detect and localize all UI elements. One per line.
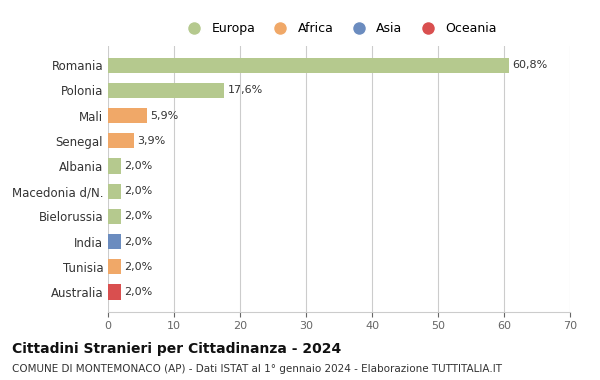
Text: 2,0%: 2,0% bbox=[125, 186, 153, 196]
Bar bbox=[108, 133, 134, 148]
Bar bbox=[108, 234, 121, 249]
Text: 5,9%: 5,9% bbox=[150, 111, 178, 120]
Text: 2,0%: 2,0% bbox=[125, 237, 153, 247]
Bar bbox=[108, 184, 121, 199]
Text: COMUNE DI MONTEMONACO (AP) - Dati ISTAT al 1° gennaio 2024 - Elaborazione TUTTIT: COMUNE DI MONTEMONACO (AP) - Dati ISTAT … bbox=[12, 364, 502, 374]
Bar bbox=[108, 158, 121, 174]
Text: 17,6%: 17,6% bbox=[227, 86, 263, 95]
Text: 2,0%: 2,0% bbox=[125, 211, 153, 222]
Text: 2,0%: 2,0% bbox=[125, 262, 153, 272]
Bar bbox=[108, 259, 121, 274]
Bar bbox=[108, 83, 224, 98]
Text: 3,9%: 3,9% bbox=[137, 136, 165, 146]
Bar bbox=[108, 284, 121, 299]
Bar bbox=[108, 209, 121, 224]
Text: 60,8%: 60,8% bbox=[512, 60, 548, 70]
Text: 2,0%: 2,0% bbox=[125, 287, 153, 297]
Text: 2,0%: 2,0% bbox=[125, 161, 153, 171]
Text: Cittadini Stranieri per Cittadinanza - 2024: Cittadini Stranieri per Cittadinanza - 2… bbox=[12, 342, 341, 356]
Legend: Europa, Africa, Asia, Oceania: Europa, Africa, Asia, Oceania bbox=[176, 17, 502, 40]
Bar bbox=[108, 58, 509, 73]
Bar bbox=[108, 108, 147, 123]
